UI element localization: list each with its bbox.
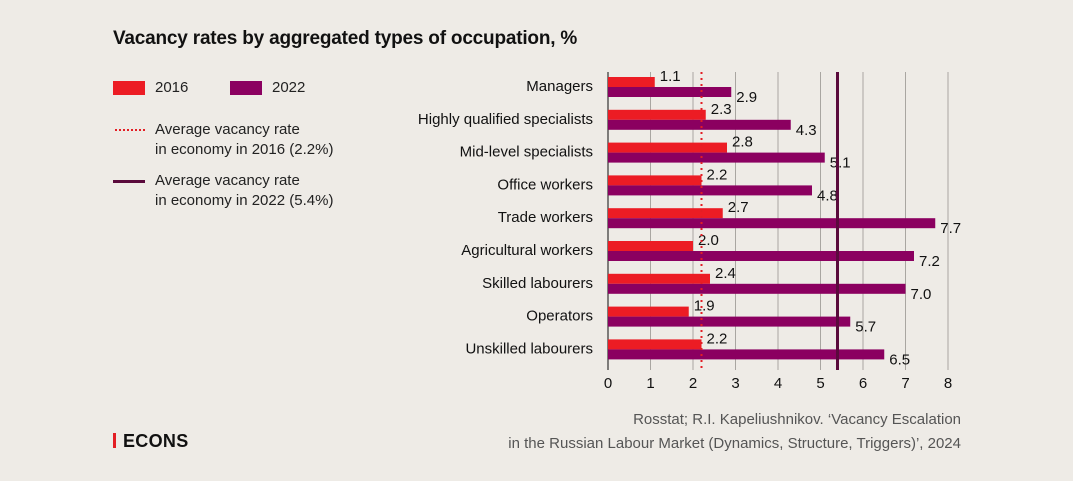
bar-2016 — [608, 339, 702, 350]
source-line-2: in the Russian Labour Market (Dynamics, … — [508, 435, 961, 452]
source-note: Rosstat; R.I. Kapeliushnikov. ‘Vacancy E… — [508, 408, 961, 456]
x-tick-label: 1 — [646, 375, 654, 392]
bar-2016 — [608, 77, 655, 87]
bar-2022 — [608, 251, 914, 261]
legend-swatch-2016 — [113, 81, 145, 95]
bar-2016 — [608, 142, 727, 153]
logo-bar-icon — [113, 433, 116, 448]
bar-2022 — [608, 185, 812, 196]
bar-2022 — [608, 119, 791, 130]
category-label: Trade workers — [498, 209, 593, 226]
category-label: Managers — [526, 78, 593, 95]
bar-2016 — [608, 109, 706, 120]
x-tick-label: 4 — [774, 375, 782, 392]
bar-2022 — [608, 283, 906, 294]
x-tick-label: 2 — [689, 375, 697, 392]
legend-swatch-2022 — [230, 81, 262, 95]
legend-avg-2022-line2: in economy in 2022 (5.4%) — [155, 192, 334, 209]
legend-label-2022: 2022 — [272, 79, 306, 96]
x-tick-label: 6 — [859, 375, 867, 392]
value-label-2016: 2.4 — [715, 265, 736, 282]
bar-2022 — [608, 152, 825, 163]
bar-2022 — [608, 87, 732, 97]
category-label: Skilled labourers — [482, 275, 593, 292]
value-label-2016: 2.2 — [707, 166, 728, 183]
x-tick-label: 3 — [731, 375, 739, 392]
source-line-1: Rosstat; R.I. Kapeliushnikov. ‘Vacancy E… — [633, 411, 961, 428]
bar-2016 — [608, 208, 723, 219]
x-tick-label: 0 — [604, 375, 612, 392]
value-label-2022: 5.1 — [830, 155, 851, 172]
legend-avg-2022-line1: Average vacancy rate — [155, 172, 300, 189]
value-label-2022: 2.9 — [736, 89, 757, 106]
value-label-2016: 1.9 — [694, 298, 715, 315]
category-label: Office workers — [497, 176, 593, 193]
value-label-2022: 7.2 — [919, 253, 940, 270]
value-label-2022: 6.5 — [889, 351, 910, 368]
category-label: Highly qualified specialists — [418, 111, 593, 128]
category-label: Unskilled labourers — [465, 340, 593, 357]
solid-line-icon — [113, 180, 145, 183]
dotted-line-icon — [115, 129, 145, 131]
category-label: Mid-level specialists — [460, 144, 593, 161]
x-tick-label: 5 — [816, 375, 824, 392]
bar-2022 — [608, 349, 885, 360]
value-label-2016: 1.1 — [660, 68, 681, 85]
category-label: Operators — [526, 308, 593, 325]
bar-2016 — [608, 273, 710, 284]
bar-2022 — [608, 316, 851, 327]
bar-2016 — [608, 241, 693, 251]
bar-2016 — [608, 175, 702, 186]
value-label-2022: 5.7 — [855, 319, 876, 336]
bar-2016 — [608, 306, 689, 317]
bar-2022 — [608, 218, 936, 229]
value-label-2022: 7.0 — [911, 286, 932, 303]
value-label-2016: 2.0 — [698, 232, 719, 249]
value-label-2016: 2.2 — [707, 330, 728, 347]
value-label-2016: 2.7 — [728, 199, 749, 216]
x-tick-label: 8 — [944, 375, 952, 392]
value-label-2016: 2.8 — [732, 134, 753, 151]
legend-avg-2016-line2: in economy in 2016 (2.2%) — [155, 141, 334, 158]
value-label-2016: 2.3 — [711, 101, 732, 118]
econs-logo: ECONS — [113, 431, 189, 452]
value-label-2022: 7.7 — [940, 220, 961, 237]
logo-text: ECONS — [123, 431, 189, 451]
value-label-2022: 4.8 — [817, 187, 838, 204]
chart-title: Vacancy rates by aggregated types of occ… — [113, 28, 578, 49]
legend-label-2016: 2016 — [155, 79, 189, 96]
value-label-2022: 4.3 — [796, 122, 817, 139]
category-label: Agricultural workers — [461, 242, 593, 259]
legend-avg-2016-line1: Average vacancy rate — [155, 121, 300, 138]
x-tick-label: 7 — [901, 375, 909, 392]
